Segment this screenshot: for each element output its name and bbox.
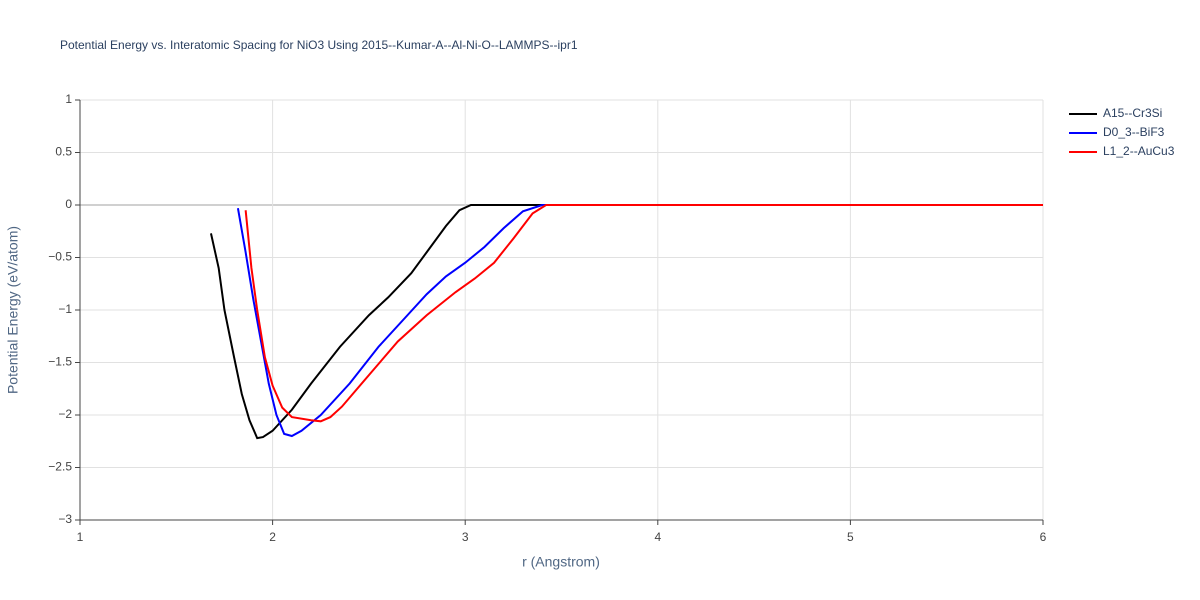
x-tick-label: 1 <box>77 530 84 544</box>
legend-text: D0_3--BiF3 <box>1103 125 1165 139</box>
y-tick-label: 0.5 <box>55 145 72 159</box>
x-axis-title: r (Angstrom) <box>522 554 600 570</box>
y-axis-title: Potential Energy (eV/atom) <box>5 226 21 394</box>
y-tick-label: 1 <box>65 92 72 106</box>
x-tick-label: 2 <box>269 530 276 544</box>
y-tick-label: −1 <box>58 302 72 316</box>
chart-title: Potential Energy vs. Interatomic Spacing… <box>60 38 578 52</box>
y-tick-label: −3 <box>58 512 72 526</box>
legend-text: L1_2--AuCu3 <box>1103 144 1175 158</box>
x-tick-label: 3 <box>462 530 469 544</box>
line-series <box>209 204 1043 440</box>
legend-text: A15--Cr3Si <box>1103 106 1162 120</box>
y-tick-label: 0 <box>65 197 72 211</box>
x-tick-label: 5 <box>847 530 854 544</box>
y-tick-label: −0.5 <box>48 250 72 264</box>
y-tick-label: −2.5 <box>48 460 72 474</box>
y-tick-label: −1.5 <box>48 355 72 369</box>
y-tick-label: −2 <box>58 407 72 421</box>
x-tick-label: 4 <box>654 530 661 544</box>
line-series <box>244 204 1043 423</box>
x-tick-label: 6 <box>1040 530 1047 544</box>
